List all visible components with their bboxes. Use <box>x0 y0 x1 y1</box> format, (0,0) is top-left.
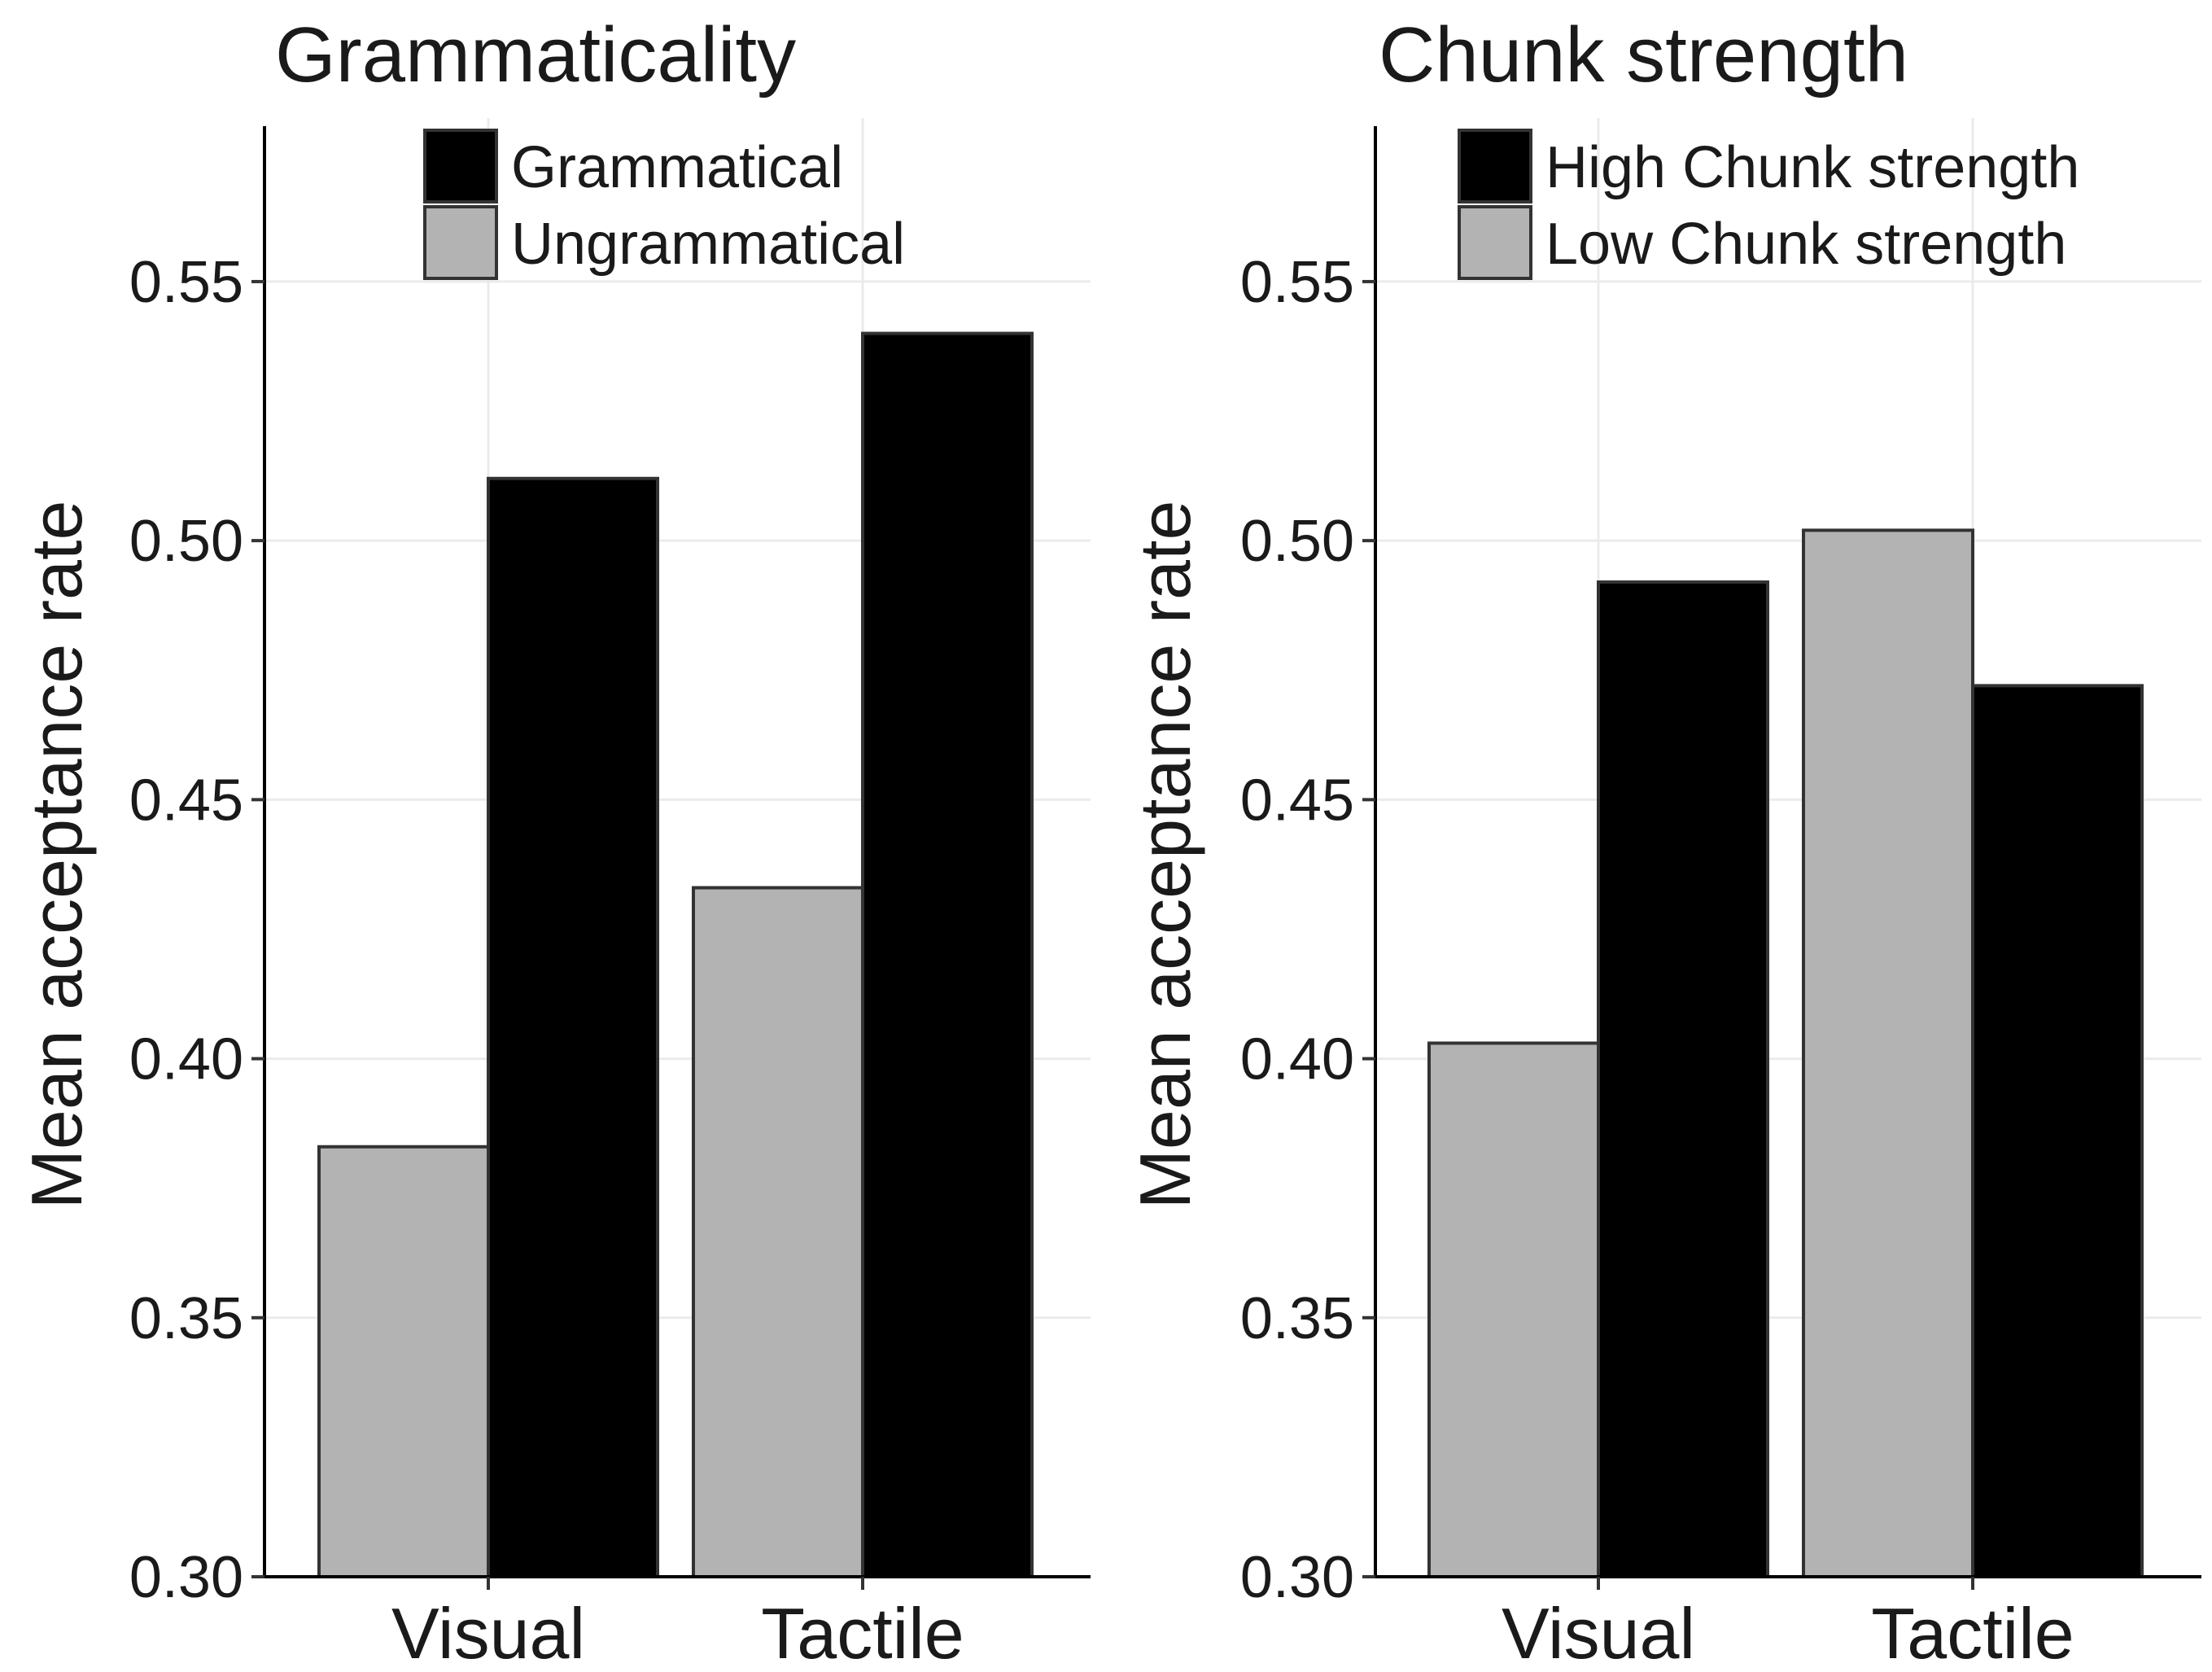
axes <box>1374 126 2201 1578</box>
y-tick-label: 0.40 <box>129 1027 243 1092</box>
bar-ungrammatical-tactile <box>692 886 864 1579</box>
legend-swatch-high-chunk <box>1458 129 1532 204</box>
y-tick-label: 0.40 <box>1240 1027 1354 1092</box>
bar-low-chunk-strength-visual <box>1427 1041 1600 1578</box>
y-tick-label: 0.30 <box>129 1545 243 1610</box>
x-tick-label: Visual <box>391 1593 585 1672</box>
y-tick-label: 0.35 <box>129 1286 243 1351</box>
panel-title: Chunk strength <box>1379 11 1908 98</box>
bar-grammatical-tactile <box>861 331 1034 1579</box>
legend: High Chunk strength Low Chunk strength <box>1458 129 2079 280</box>
y-axis-title: Mean acceptance rate <box>1125 501 1205 1210</box>
y-tick-labels: 0.30 0.35 0.40 0.45 0.50 0.55 <box>1240 250 1375 1610</box>
axes <box>263 126 1091 1578</box>
bar-high-chunk-strength-visual <box>1597 580 1769 1578</box>
legend-label: High Chunk strength <box>1545 135 2079 200</box>
x-tick-label: Visual <box>1502 1593 1695 1672</box>
legend-label: Low Chunk strength <box>1545 212 2066 277</box>
bars <box>317 331 1034 1579</box>
y-tick-label: 0.55 <box>129 250 243 315</box>
y-tick-label: 0.45 <box>129 768 243 833</box>
x-tick-label: Tactile <box>761 1593 964 1672</box>
x-tick-labels: Visual Tactile <box>1502 1577 2074 1672</box>
legend-swatch-ungrammatical <box>423 205 498 280</box>
y-tick-labels: 0.30 0.35 0.40 0.45 0.50 0.55 <box>129 250 264 1610</box>
x-tick-label: Tactile <box>1871 1593 2074 1672</box>
y-tick-label: 0.35 <box>1240 1286 1354 1351</box>
bar-ungrammatical-visual <box>317 1145 490 1578</box>
y-tick-label: 0.30 <box>1240 1545 1354 1610</box>
legend-label: Ungrammatical <box>511 212 905 277</box>
panel-title: Grammaticality <box>275 11 796 98</box>
legend-label: Grammatical <box>511 135 843 200</box>
bar-grammatical-visual <box>487 476 659 1578</box>
legend-swatch-low-chunk <box>1458 205 1532 280</box>
y-tick-label: 0.45 <box>1240 768 1354 833</box>
bars <box>1427 528 2144 1578</box>
y-axis-title: Mean acceptance rate <box>16 501 97 1210</box>
legend-swatch-grammatical <box>423 129 498 204</box>
grammaticality-panel: Grammaticality Mean acceptance rate 0.30… <box>16 11 1091 1672</box>
legend: Grammatical Ungrammatical <box>423 129 905 280</box>
x-tick-labels: Visual Tactile <box>391 1577 964 1672</box>
y-tick-label: 0.50 <box>1240 509 1354 574</box>
y-tick-label: 0.55 <box>1240 250 1354 315</box>
y-tick-label: 0.50 <box>129 509 243 574</box>
chunk-strength-panel: Chunk strength Mean acceptance rate 0.30… <box>1125 11 2201 1672</box>
bar-low-chunk-strength-tactile <box>1802 528 1974 1578</box>
bar-high-chunk-strength-tactile <box>1971 684 2144 1578</box>
